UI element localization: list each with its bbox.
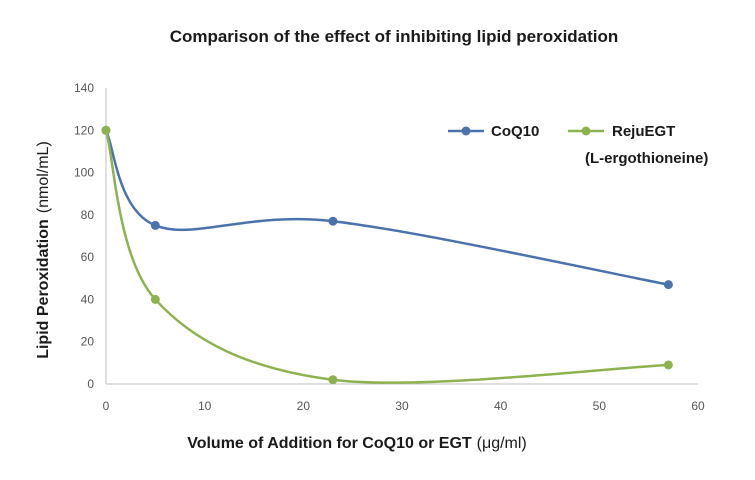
y-axis-title: Lipid Peroxidation (nmol/mL): [35, 141, 52, 359]
y-ticks: 0 20 40 60 80 100 120 140: [74, 81, 94, 391]
series-layer: [101, 125, 673, 385]
legend-label-rejuegt-line2: (L-ergothioneine): [585, 150, 708, 167]
x-tick-label: 50: [593, 399, 607, 413]
y-tick-label: 100: [74, 166, 94, 180]
legend-item-rejuegt: RejuEGT (L-ergothioneine): [568, 123, 708, 167]
x-ticks: 0 10 20 30 40 50 60: [103, 399, 705, 413]
x-axis-unit: (μg/ml): [477, 435, 527, 452]
y-tick-label: 60: [81, 250, 95, 264]
data-point-rejuegt: [663, 360, 673, 370]
series-rejuegt: [101, 125, 673, 385]
y-axis-label: Lipid Peroxidation: [35, 219, 52, 359]
axes: [105, 88, 698, 385]
y-tick-label: 80: [81, 208, 95, 222]
x-tick-label: 20: [297, 399, 311, 413]
data-point-coq10: [150, 220, 160, 230]
series-line-coq10: [104, 129, 670, 286]
series-line-rejuegt: [104, 129, 670, 384]
data-point-coq10: [328, 216, 338, 226]
chart-title: Comparison of the effect of inhibiting l…: [170, 27, 619, 46]
y-tick-label: 0: [87, 377, 94, 391]
legend-item-coq10: CoQ10: [448, 123, 539, 140]
data-point-rejuegt: [101, 125, 111, 135]
legend: CoQ10 RejuEGT (L-ergothioneine): [448, 123, 708, 167]
legend-label-rejuegt: RejuEGT: [612, 123, 675, 140]
y-tick-label: 140: [74, 81, 94, 95]
x-tick-label: 40: [494, 399, 508, 413]
x-axis-label: Volume of Addition for CoQ10 or EGT: [187, 435, 472, 452]
y-tick-label: 120: [74, 123, 94, 137]
x-tick-label: 0: [103, 399, 110, 413]
data-point-rejuegt: [150, 294, 160, 304]
y-axis-unit: (nmol/mL): [35, 141, 52, 213]
data-point-coq10: [663, 280, 673, 290]
legend-marker-rejuegt: [581, 126, 591, 136]
legend-label-coq10: CoQ10: [491, 123, 539, 140]
x-tick-label: 10: [198, 399, 212, 413]
y-tick-label: 40: [81, 292, 95, 306]
data-point-rejuegt: [328, 375, 338, 385]
x-axis-title: Volume of Addition for CoQ10 or EGT (μg/m…: [187, 435, 527, 452]
y-tick-label: 20: [81, 335, 95, 349]
legend-marker-coq10: [461, 126, 471, 136]
x-tick-label: 30: [395, 399, 409, 413]
x-tick-label: 60: [691, 399, 705, 413]
